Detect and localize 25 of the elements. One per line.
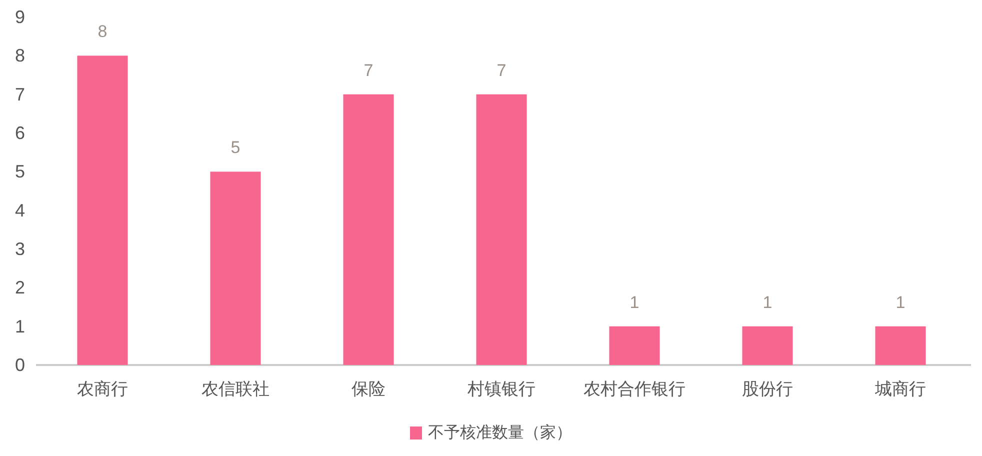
y-tick-label: 9 — [14, 7, 25, 27]
x-tick-label: 农商行 — [77, 380, 128, 398]
y-tick-label: 2 — [14, 278, 25, 298]
x-tick-label: 农信联社 — [202, 380, 270, 398]
data-label: 5 — [230, 138, 240, 158]
data-label: 1 — [762, 292, 772, 312]
data-label: 1 — [630, 292, 640, 312]
y-tick-label: 3 — [14, 239, 25, 259]
legend-label: 不予核准数量（家） — [428, 424, 572, 442]
y-tick-label: 0 — [14, 355, 25, 375]
x-tick-label: 股份行 — [742, 380, 793, 398]
y-tick-label: 8 — [14, 46, 25, 66]
data-label: 7 — [496, 60, 506, 80]
data-label: 7 — [364, 60, 374, 80]
x-tick-label: 保险 — [352, 380, 386, 398]
y-tick-label: 1 — [14, 316, 25, 336]
data-label: 8 — [98, 22, 108, 42]
data-label: 1 — [896, 292, 906, 312]
x-tick-label: 农村合作银行 — [584, 380, 686, 398]
y-tick-label: 5 — [14, 162, 25, 182]
y-tick-label: 4 — [14, 200, 25, 220]
y-tick-label: 6 — [14, 123, 25, 143]
x-tick-label: 城商行 — [875, 380, 926, 398]
y-tick-label: 7 — [14, 84, 25, 104]
x-tick-label: 村镇银行 — [468, 380, 536, 398]
